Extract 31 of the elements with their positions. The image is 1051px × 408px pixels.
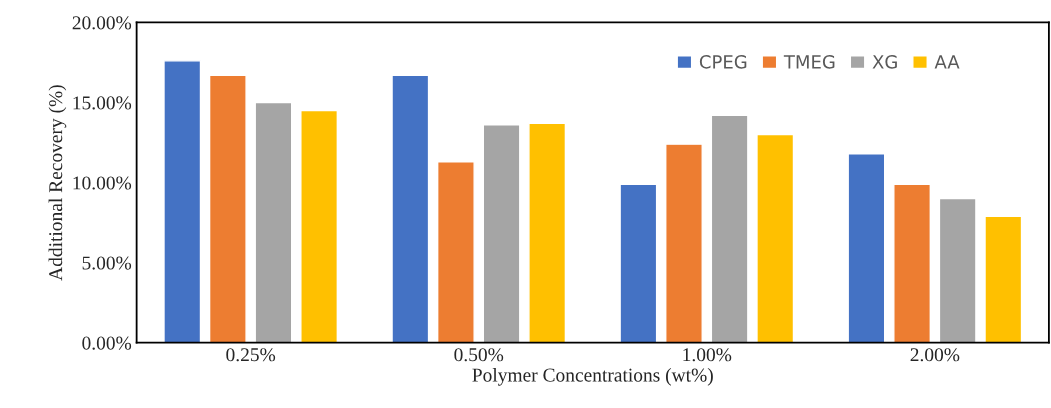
y-tick-label: 5.00% — [82, 256, 132, 270]
y-tick-label: 10.00% — [73, 176, 132, 190]
legend-label: AA — [934, 55, 960, 69]
bar — [254, 101, 293, 343]
bar — [208, 74, 247, 343]
y-tick-label: 20.00% — [72, 16, 132, 30]
bar — [756, 133, 795, 343]
bar — [984, 215, 1023, 343]
y-axis-title: Additional Recovery (%) — [48, 85, 67, 281]
bar — [300, 109, 339, 343]
x-tick-label: 2.00% — [910, 348, 960, 362]
legend-label: CPEG — [699, 55, 747, 69]
bar — [893, 183, 931, 343]
bar — [482, 124, 521, 343]
bar — [847, 153, 886, 343]
bar — [528, 122, 567, 343]
bar — [391, 74, 430, 343]
y-tick-label: 0.00% — [82, 336, 132, 350]
legend-label: XG — [872, 55, 897, 69]
bar — [163, 60, 202, 343]
legend-label: TMEG — [783, 55, 835, 69]
bar — [436, 161, 475, 343]
x-tick-label: 0.25% — [226, 348, 276, 362]
x-tick-label: 1.00% — [683, 348, 732, 362]
x-axis-title: Polymer Concentrations (wt%) — [472, 367, 713, 386]
bar — [619, 183, 658, 343]
bar — [665, 143, 703, 343]
bar — [710, 114, 749, 343]
x-tick-label: 0.50% — [454, 348, 504, 362]
y-tick-label: 15.00% — [73, 96, 132, 110]
bar — [938, 197, 977, 343]
